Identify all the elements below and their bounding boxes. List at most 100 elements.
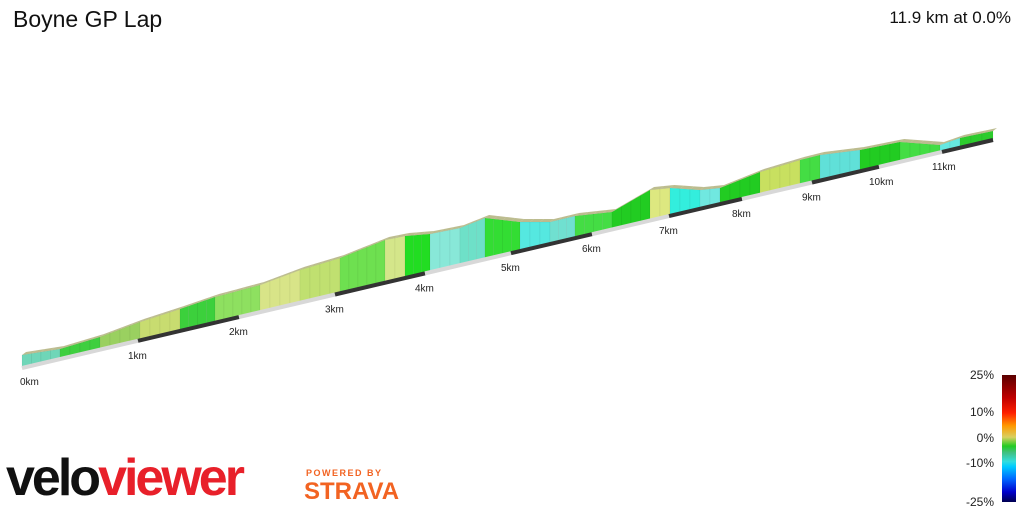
profile-segment bbox=[476, 217, 486, 262]
profile-segment bbox=[789, 159, 801, 188]
profile-top-face bbox=[680, 185, 694, 190]
distance-band bbox=[811, 164, 880, 185]
profile-top-face bbox=[690, 186, 704, 190]
profile-top-face bbox=[197, 297, 211, 303]
legend-label: 10% bbox=[969, 405, 994, 419]
profile-top-face bbox=[566, 213, 579, 218]
profile-top-face bbox=[982, 128, 997, 134]
profile-top-face bbox=[80, 337, 94, 343]
legend-label: -25% bbox=[965, 495, 994, 509]
profile-top-face bbox=[720, 181, 734, 188]
profile-top-face bbox=[160, 309, 174, 316]
profile-top-face bbox=[530, 219, 544, 222]
profile-top-face bbox=[700, 186, 714, 190]
profile-segment bbox=[384, 237, 396, 284]
profile-segment bbox=[421, 233, 431, 275]
profile-top-face bbox=[593, 210, 607, 214]
profile-segment bbox=[348, 250, 359, 292]
profile-top-face bbox=[450, 225, 464, 230]
km-tick-label: 2km bbox=[229, 327, 248, 338]
profile-segment bbox=[375, 239, 386, 286]
km-tick-label: 6km bbox=[582, 244, 601, 255]
profile-top-face bbox=[493, 216, 507, 220]
profile-top-face bbox=[460, 221, 473, 228]
distance-band bbox=[941, 138, 994, 154]
profile-top-face bbox=[670, 185, 684, 189]
profile-top-face bbox=[280, 270, 294, 278]
profile-top-face bbox=[612, 203, 626, 212]
profile-top-face bbox=[890, 139, 904, 144]
profile-top-face bbox=[300, 264, 314, 270]
profile-top-face bbox=[930, 141, 944, 145]
profile-top-face bbox=[584, 211, 598, 215]
km-tick-label: 5km bbox=[501, 263, 520, 274]
profile-top-face bbox=[550, 217, 563, 222]
profile-top-face bbox=[41, 347, 55, 352]
profile-top-face bbox=[830, 149, 844, 154]
profile-segment bbox=[640, 189, 651, 224]
profile-top-face bbox=[31, 349, 45, 354]
profile-top-face bbox=[900, 139, 914, 143]
legend-label: 0% bbox=[976, 431, 994, 445]
profile-top-face bbox=[290, 267, 304, 274]
profile-top-face bbox=[810, 152, 824, 158]
km-tick-label: 3km bbox=[325, 305, 344, 316]
profile-top-face bbox=[233, 286, 246, 293]
distance-band bbox=[137, 315, 240, 343]
profile-segment bbox=[459, 224, 469, 266]
profile-top-face bbox=[840, 148, 854, 153]
profile-top-face bbox=[750, 169, 764, 176]
profile-segment bbox=[449, 227, 461, 268]
gradient-color-bar bbox=[1002, 375, 1016, 502]
profile-top-face bbox=[320, 258, 334, 264]
profile-top-face bbox=[110, 326, 124, 334]
profile-top-face bbox=[520, 219, 534, 222]
profile-segment bbox=[439, 229, 451, 271]
profile-segment bbox=[214, 294, 225, 323]
profile-top-face bbox=[170, 306, 184, 313]
profile-top-face bbox=[224, 289, 237, 295]
profile-top-face bbox=[540, 219, 554, 222]
profile-top-face bbox=[130, 319, 144, 326]
profile-segment bbox=[206, 296, 216, 326]
profile-segment bbox=[357, 246, 368, 290]
profile-top-face bbox=[910, 139, 924, 144]
profile-top-face bbox=[660, 185, 674, 189]
profile-top-face bbox=[22, 350, 36, 355]
profile-segment bbox=[197, 299, 207, 328]
km-tick-label: 8km bbox=[732, 209, 751, 220]
powered-by-label: POWERED BY bbox=[306, 468, 383, 478]
legend-label: 25% bbox=[969, 368, 994, 382]
profile-segment bbox=[669, 187, 681, 217]
strava-logo[interactable]: STRAVA bbox=[304, 478, 400, 505]
profile-top-face bbox=[602, 209, 616, 213]
profile-top-face bbox=[468, 218, 481, 225]
km-tick-label: 0km bbox=[20, 377, 39, 388]
profile-top-face bbox=[870, 143, 884, 148]
profile-segment bbox=[269, 277, 281, 311]
profile-segment bbox=[429, 231, 441, 273]
profile-segment bbox=[630, 195, 641, 226]
profile-segment bbox=[279, 273, 291, 308]
profile-top-face bbox=[188, 300, 202, 306]
profile-top-face bbox=[800, 154, 814, 160]
profile-segment bbox=[809, 154, 821, 184]
profile-segment bbox=[413, 234, 422, 277]
veloviewer-logo[interactable]: veloviewer bbox=[6, 449, 245, 507]
profile-top-face bbox=[760, 166, 774, 172]
profile-top-face bbox=[740, 173, 754, 180]
profile-top-face bbox=[971, 130, 986, 136]
profile-top-face bbox=[621, 198, 635, 207]
profile-segment bbox=[779, 162, 791, 191]
profile-top-face bbox=[650, 186, 664, 190]
km-tick-label: 11km bbox=[932, 162, 956, 173]
profile-top-face bbox=[385, 235, 399, 240]
profile-top-face bbox=[330, 255, 344, 261]
legend-label: -10% bbox=[965, 456, 994, 470]
profile-top-face bbox=[770, 163, 784, 169]
distance-band bbox=[510, 232, 593, 256]
profile-top-face bbox=[180, 303, 193, 309]
profile-top-face bbox=[485, 215, 498, 219]
profile-top-face bbox=[100, 330, 114, 337]
profile-top-face bbox=[150, 312, 164, 319]
